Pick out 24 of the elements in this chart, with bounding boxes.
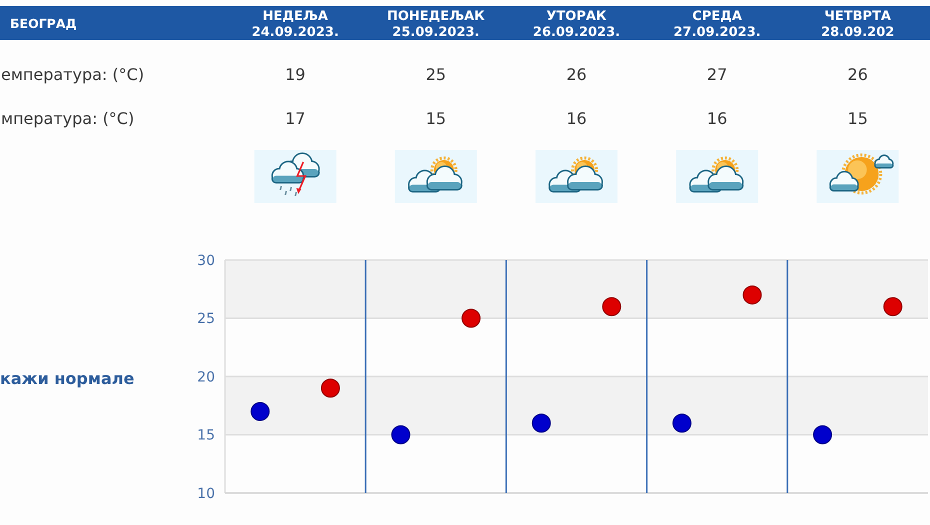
text: кажи нормале bbox=[0, 369, 134, 388]
text: УТОРАК 26.09.2023. bbox=[532, 9, 620, 40]
data-label: 26 bbox=[848, 65, 868, 84]
text: ПОНЕДЕЉАК 25.09.2023. bbox=[386, 9, 486, 40]
text: емпература: (°C) bbox=[1, 65, 144, 84]
data-label: 26 bbox=[566, 65, 587, 84]
data-label: 16 bbox=[566, 109, 587, 128]
y-tick-label: 15 bbox=[197, 428, 215, 444]
text: НЕДЕЉА 24.09.2023. bbox=[252, 9, 339, 40]
data-label: 15 bbox=[426, 109, 446, 128]
data-label: 17 bbox=[285, 109, 306, 128]
text: ЧЕТВРТА 28.09.202 bbox=[821, 9, 894, 40]
text: БЕОГРАД bbox=[10, 16, 77, 31]
data-label: 15 bbox=[848, 109, 868, 128]
y-tick-label: 25 bbox=[197, 311, 215, 328]
text: мпература: (°C) bbox=[1, 109, 134, 128]
y-tick-label: 30 bbox=[197, 252, 215, 269]
y-tick-label: 20 bbox=[197, 369, 215, 386]
y-tick-label: 10 bbox=[197, 486, 215, 502]
data-label: 19 bbox=[285, 65, 306, 84]
text: СРЕДА 27.09.2023. bbox=[674, 9, 761, 40]
data-label: 25 bbox=[426, 65, 446, 84]
data-label: 16 bbox=[706, 109, 728, 128]
data-label: 27 bbox=[706, 65, 728, 84]
